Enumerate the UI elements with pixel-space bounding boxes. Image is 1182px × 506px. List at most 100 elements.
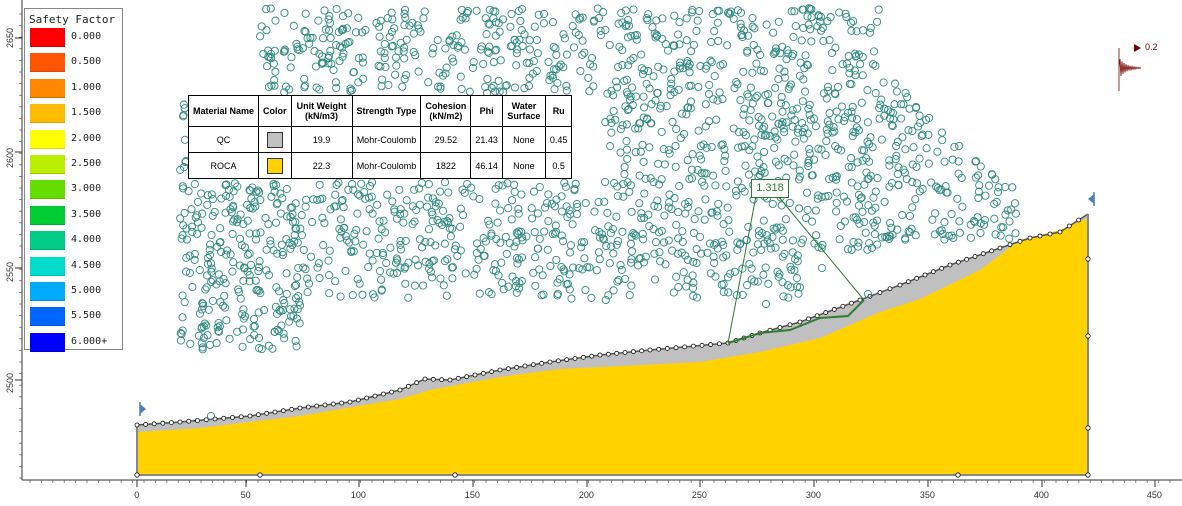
slip-centre-point [797, 36, 806, 45]
slip-centre-point [487, 231, 496, 240]
slip-centre-point [736, 19, 745, 28]
slip-centre-point [625, 187, 634, 196]
slip-centre-point [535, 265, 544, 274]
slip-centre-point [733, 245, 742, 254]
slip-centre-point [187, 205, 196, 214]
slip-centre-point [516, 16, 525, 25]
slip-centre-point [747, 264, 756, 273]
slip-centre-point [479, 251, 488, 260]
slip-centre-point [847, 26, 856, 35]
slip-centre-point [953, 194, 962, 203]
slip-centre-point [219, 301, 228, 310]
slip-centre-point [178, 182, 187, 191]
slip-centre-point [315, 273, 324, 283]
boundary-vertex [797, 319, 803, 325]
slip-centre-point [917, 131, 926, 140]
slip-centre-point [623, 105, 632, 115]
slip-centre-point [595, 227, 604, 236]
slip-centre-point [774, 272, 783, 281]
slip-centre-point [892, 141, 901, 151]
slip-centre-point [456, 222, 465, 231]
slip-centre-point [548, 73, 557, 82]
slip-centre-point [576, 13, 585, 22]
slip-centre-point [314, 16, 323, 25]
slip-centre-point [608, 224, 617, 234]
slip-centre-point [890, 100, 899, 109]
slip-centre-point [756, 50, 765, 59]
boundary-vertex [989, 248, 995, 254]
slip-centre-point [754, 112, 763, 122]
slip-centre-point [255, 257, 264, 266]
slip-centre-point [701, 64, 710, 73]
legend-label: 0.000 [71, 31, 102, 42]
slip-centre-point [839, 116, 849, 126]
slip-centre-point [461, 269, 470, 278]
slip-centre-point [658, 14, 667, 23]
slip-centre-point [622, 120, 631, 129]
slip-centre-point [507, 196, 517, 205]
boundary-vertex [497, 367, 503, 373]
slip-centre-point [493, 218, 502, 227]
slip-centre-point [551, 44, 560, 53]
slip-centre-point [788, 236, 798, 245]
slip-centre-point [336, 233, 345, 242]
boundary-vertex [372, 393, 378, 399]
slip-centre-point [604, 291, 613, 300]
slip-centre-point [859, 146, 869, 155]
slip-centre-point [636, 254, 645, 263]
slip-centre-point [487, 229, 496, 238]
slip-centre-point [396, 236, 405, 246]
slip-centre-point [514, 6, 523, 16]
slip-centre-point [266, 4, 275, 13]
slip-centre-point [238, 325, 248, 334]
slip-centre-point [708, 10, 717, 19]
slip-centre-point [304, 279, 314, 288]
slip-centre-point [712, 207, 721, 216]
slip-centre-point [178, 326, 187, 335]
slip-centre-point [220, 303, 230, 312]
slip-centre-point [843, 245, 852, 254]
slip-centre-point [267, 81, 276, 90]
slip-centre-point [306, 33, 315, 42]
boundary-vertex [622, 350, 628, 355]
legend-swatch [30, 332, 65, 352]
slip-centre-point [780, 73, 789, 82]
slip-centre-point [865, 157, 874, 166]
slip-centre-point [225, 334, 234, 343]
slip-centre-point [546, 261, 555, 271]
slip-centre-point [513, 45, 522, 54]
slip-centre-point [798, 128, 807, 137]
safety-factor-legend: Safety Factor 0.000 0.500 1.000 1.500 2.000 2… [24, 8, 123, 352]
slip-centre-point [626, 258, 636, 267]
slip-centre-point [762, 131, 771, 140]
slip-centre-point [522, 58, 531, 67]
slip-centre-point [631, 31, 640, 40]
slip-centre-point [286, 212, 295, 221]
slip-centre-point [630, 230, 639, 239]
boundary-vertex [143, 421, 149, 427]
slip-centre-point [609, 106, 618, 116]
slip-centre-point [622, 137, 631, 146]
slip-centre-point [517, 227, 526, 236]
slip-centre-point [339, 49, 348, 58]
slip-centre-point [899, 100, 908, 109]
slip-centre-point [829, 122, 838, 132]
slip-centre-point [264, 220, 273, 229]
boundary-vertex [964, 256, 970, 262]
slip-centre-point [850, 66, 859, 75]
slip-centre-point [622, 88, 631, 97]
slip-centre-point [800, 124, 809, 133]
slip-centre-point [873, 240, 882, 249]
slip-centre-point [971, 173, 980, 182]
slip-centre-point [243, 250, 252, 259]
slip-centre-point [943, 188, 952, 197]
slip-centre-point [529, 268, 538, 277]
slip-centre-point [784, 85, 793, 94]
slip-radius-line [777, 195, 865, 301]
slip-centre-point [683, 103, 692, 112]
slip-centre-point [580, 238, 589, 247]
slip-centre-point [771, 225, 780, 234]
slip-centre-point [672, 272, 681, 281]
strength-type: Mohr-Coulomb [351, 152, 422, 179]
slip-centre-point [732, 191, 741, 200]
